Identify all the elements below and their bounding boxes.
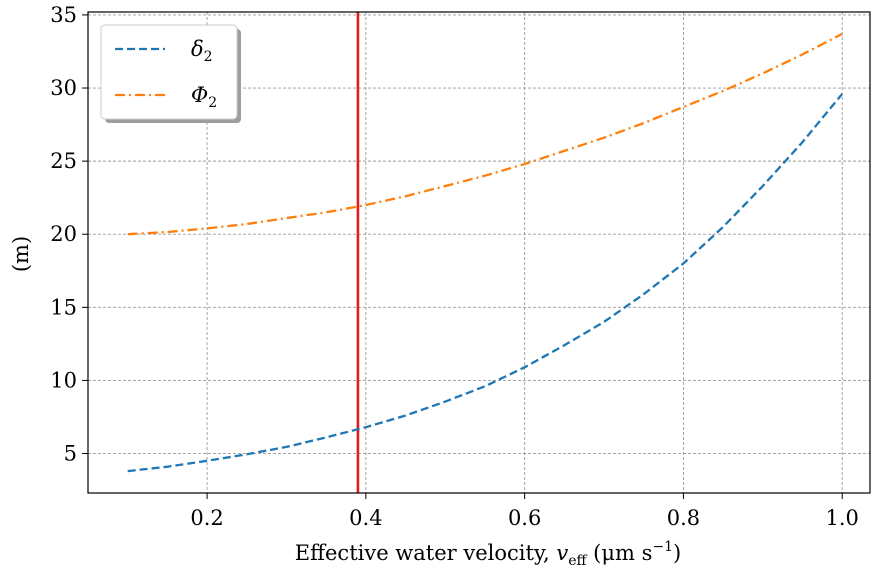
x-tick-label: 0.6 xyxy=(508,506,541,530)
y-tick-label: 5 xyxy=(64,442,77,466)
legend-label-sub: 2 xyxy=(204,49,213,65)
x-axis-label-units: (μm s xyxy=(587,541,653,565)
x-axis-label-var: v xyxy=(556,541,568,565)
y-tick-label: 10 xyxy=(50,368,77,392)
x-tick-label: 0.8 xyxy=(667,506,700,530)
y-tick-label: 20 xyxy=(50,222,77,246)
legend-label-name: δ xyxy=(191,37,204,61)
y-axis-label: (m) xyxy=(9,236,33,272)
x-axis-label-text: Effective water velocity, xyxy=(295,541,557,565)
series-line-1 xyxy=(127,93,844,473)
x-axis-label-units-sup: −1 xyxy=(652,539,673,555)
plot-frame xyxy=(87,11,871,494)
legend-label-2: Φ2 xyxy=(191,83,217,111)
y-tick-label: 15 xyxy=(50,295,77,319)
legend-label-name: Φ xyxy=(191,83,208,107)
x-tick-label: 1.0 xyxy=(826,506,859,530)
axis-ticks: 0.2 0.4 0.6 0.8 1.0 5 10 15 20 25 30 35 xyxy=(50,3,859,530)
y-tick-label: 25 xyxy=(50,149,77,173)
x-axis-label: Effective water velocity, veff (μm s−1) xyxy=(295,539,681,569)
y-tick-label: 30 xyxy=(50,76,77,100)
legend-label-sub: 2 xyxy=(208,95,217,111)
x-axis-label-units-close: ) xyxy=(673,541,681,565)
series-layer xyxy=(127,32,844,473)
legend-label-1: δ2 xyxy=(191,37,213,65)
x-tick-label: 0.2 xyxy=(190,506,223,530)
x-tick-label: 0.4 xyxy=(349,506,382,530)
y-tick-label: 35 xyxy=(50,3,77,27)
series-line-2 xyxy=(127,32,843,236)
x-axis-label-var-sub: eff xyxy=(568,553,587,569)
